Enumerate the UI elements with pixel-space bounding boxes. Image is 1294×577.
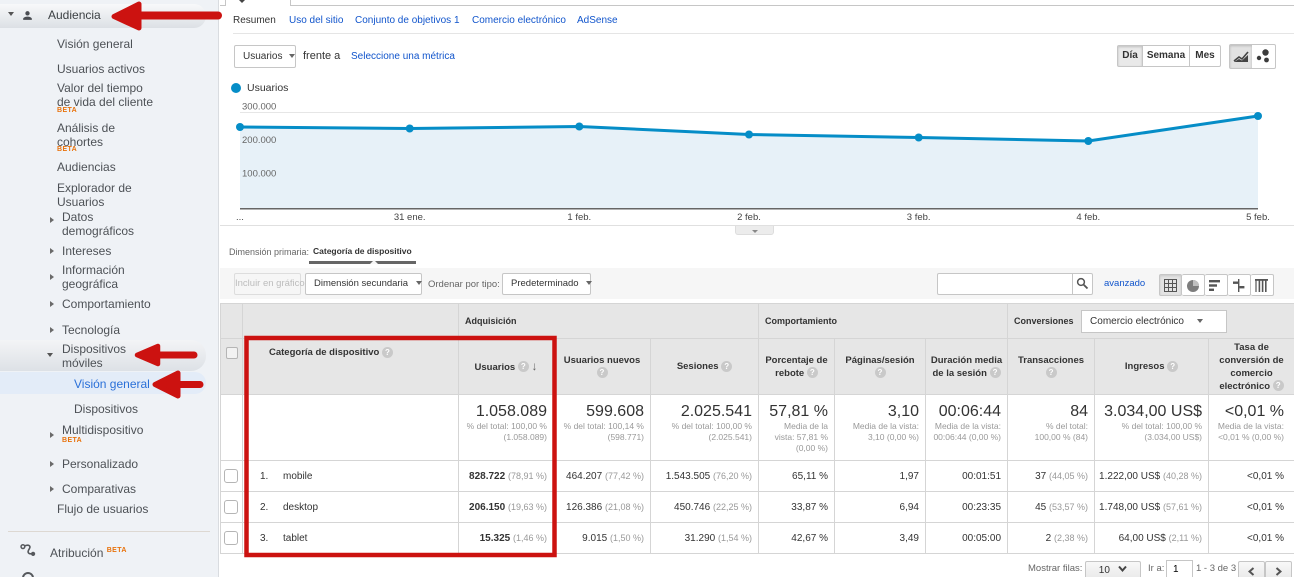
svg-text:1 feb.: 1 feb. (567, 212, 591, 223)
svg-text:100.000: 100.000 (242, 169, 276, 180)
svg-text:31 ene.: 31 ene. (394, 212, 426, 223)
svg-text:200.000: 200.000 (242, 135, 276, 146)
svg-text:5 feb.: 5 feb. (1246, 212, 1270, 223)
svg-text:300.000: 300.000 (242, 102, 276, 113)
svg-text:2 feb.: 2 feb. (737, 212, 761, 223)
svg-text:3 feb.: 3 feb. (907, 212, 931, 223)
svg-text:...: ... (236, 212, 244, 223)
svg-text:4 feb.: 4 feb. (1076, 212, 1100, 223)
